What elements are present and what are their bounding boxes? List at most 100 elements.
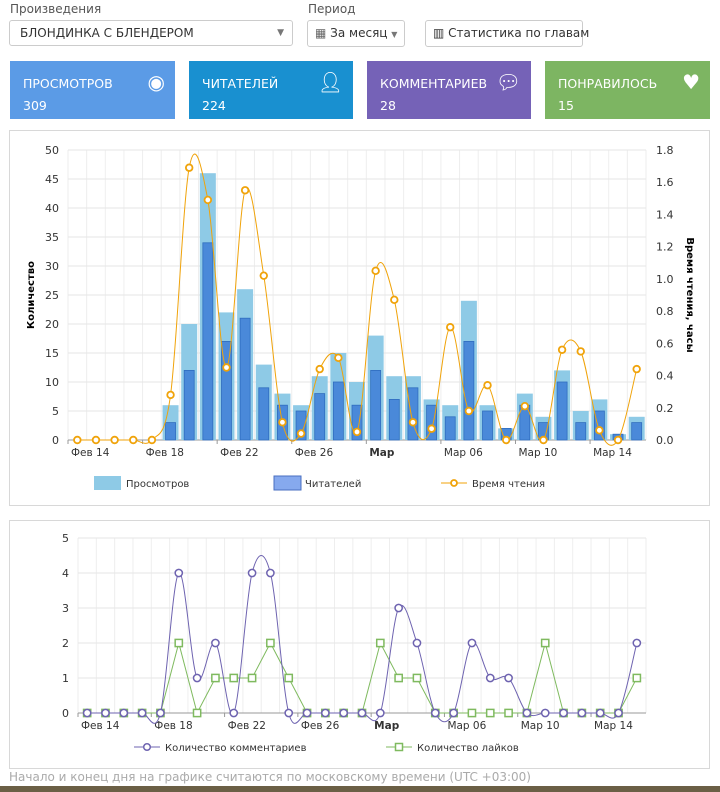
chapter-stats-label: Статистика по главам [448, 26, 590, 40]
y-tick-label: 1 [62, 672, 69, 685]
caret-down-icon: ▼ [391, 30, 398, 39]
readers-bar [202, 242, 214, 441]
reading-time-point [483, 381, 492, 390]
legend-swatch-views [94, 476, 121, 490]
readers-bar [183, 369, 195, 441]
comments-point [522, 708, 532, 718]
y2-tick-label: 1.6 [656, 176, 674, 189]
readers-bar [575, 422, 587, 441]
comments-point [321, 708, 330, 718]
y-tick-label: 3 [62, 602, 69, 615]
period-label: Период [308, 2, 356, 16]
reading-time-point [390, 295, 399, 305]
readers-bar [556, 381, 568, 441]
x-tick-label: Фев 22 [228, 720, 266, 732]
y2-tick-label: 1.8 [656, 144, 674, 157]
comments-point [559, 708, 568, 718]
readers-bar [426, 404, 437, 441]
y-axis-title: Количество [26, 261, 37, 329]
legend-marker-likes [394, 742, 404, 752]
x-tick-label: Мар 10 [518, 447, 557, 459]
likes-point [375, 638, 385, 648]
comments-point [504, 673, 513, 683]
legend-marker-reading-time [450, 479, 458, 487]
y-tick-label: 5 [62, 532, 69, 545]
comments-point [192, 673, 202, 683]
x-tick-label: Мар 14 [593, 447, 632, 459]
comments-icon: 💬︎ [495, 70, 521, 94]
readers-bar [295, 410, 307, 441]
card-label: ПРОСМОТРОВ [23, 76, 113, 91]
x-tick-label: Фев 26 [301, 720, 340, 732]
reading-time-point [632, 364, 641, 374]
bar-chart-icon: ▥ [433, 26, 445, 40]
x-tick-label: Фев 18 [154, 720, 192, 732]
reading-time-point [91, 435, 101, 445]
comments-point [394, 603, 403, 613]
likes-point [192, 708, 202, 718]
card-label: ЧИТАТЕЛЕЙ [202, 76, 279, 91]
reading-time-point [334, 353, 343, 363]
readers-bar [332, 381, 344, 441]
reading-time-point [278, 418, 287, 427]
readers-bar [388, 398, 400, 441]
period-value: За месяц [330, 26, 388, 40]
reading-time-point [222, 363, 231, 372]
y2-tick-label: 0.4 [656, 370, 674, 383]
legend-swatch-readers [273, 475, 302, 491]
y2-tick-label: 0.6 [656, 337, 674, 350]
works-select[interactable]: БЛОНДИНКА С БЛЕНДЕРОМ ▼ [9, 20, 293, 46]
likes-point [211, 673, 220, 683]
card-label: КОММЕНТАРИЕВ [380, 76, 488, 91]
likes-point [504, 708, 513, 718]
likes-point [284, 673, 294, 683]
comments-point [339, 708, 349, 718]
y-tick-label: 40 [45, 202, 59, 215]
comments-point [82, 708, 92, 718]
period-dropdown[interactable]: ▦ За месяц ▼ [307, 20, 405, 47]
y-tick-label: 25 [45, 289, 59, 302]
chapter-stats-button[interactable]: ▥ Статистика по главам [425, 20, 589, 47]
y-tick-label: 4 [62, 567, 69, 580]
reading-time-point [110, 435, 119, 445]
likes-point [467, 708, 477, 718]
comments-point [412, 638, 422, 648]
y2-tick-label: 0.0 [656, 434, 674, 447]
y-tick-label: 20 [45, 318, 59, 331]
likes-point [394, 673, 403, 683]
comments-point [540, 708, 550, 718]
reading-time-point [259, 271, 268, 280]
card-readers: ЧИТАТЕЛЕЙ 224 👤︎ [189, 61, 353, 119]
y2-axis-title: Время чтения, часы [684, 237, 695, 352]
readers-bar [165, 422, 176, 441]
y-tick-label: 50 [45, 144, 59, 157]
card-value: 224 [202, 98, 226, 113]
reading-time-point [557, 345, 567, 354]
comments-point [357, 708, 367, 718]
readers-bar [351, 404, 363, 441]
legend-label-views: Просмотров [126, 479, 189, 490]
card-comments: КОММЕНТАРИЕВ 28 💬︎ [367, 61, 531, 119]
reading-time-point [520, 401, 530, 411]
reading-time-point [147, 435, 157, 445]
comments-point [229, 708, 239, 718]
reading-time-point [203, 195, 213, 205]
works-label: Произведения [10, 2, 102, 16]
x-tick-label: Фев 18 [146, 447, 184, 459]
views-chart: 0 5 10 15 20 25 30 35 40 45 50 Фев 14 Фев 18 Фев 22 Фе… [26, 144, 695, 491]
readers-bar [593, 410, 605, 441]
comments-point [485, 673, 495, 683]
legend-label-comments: Количество комментариев [165, 743, 307, 754]
comments-point [430, 708, 440, 718]
reading-time-point [464, 406, 474, 416]
legend-label-likes: Количество лайков [417, 743, 519, 754]
likes-point [412, 673, 422, 683]
y-tick-label: 30 [45, 260, 59, 273]
readers-bar [407, 387, 419, 441]
readers-bar [239, 317, 251, 441]
readers-bar [258, 387, 270, 441]
reading-time-point [352, 427, 362, 437]
reading-time-point [166, 390, 175, 400]
reading-time-point [296, 429, 306, 438]
card-value: 28 [380, 98, 396, 113]
